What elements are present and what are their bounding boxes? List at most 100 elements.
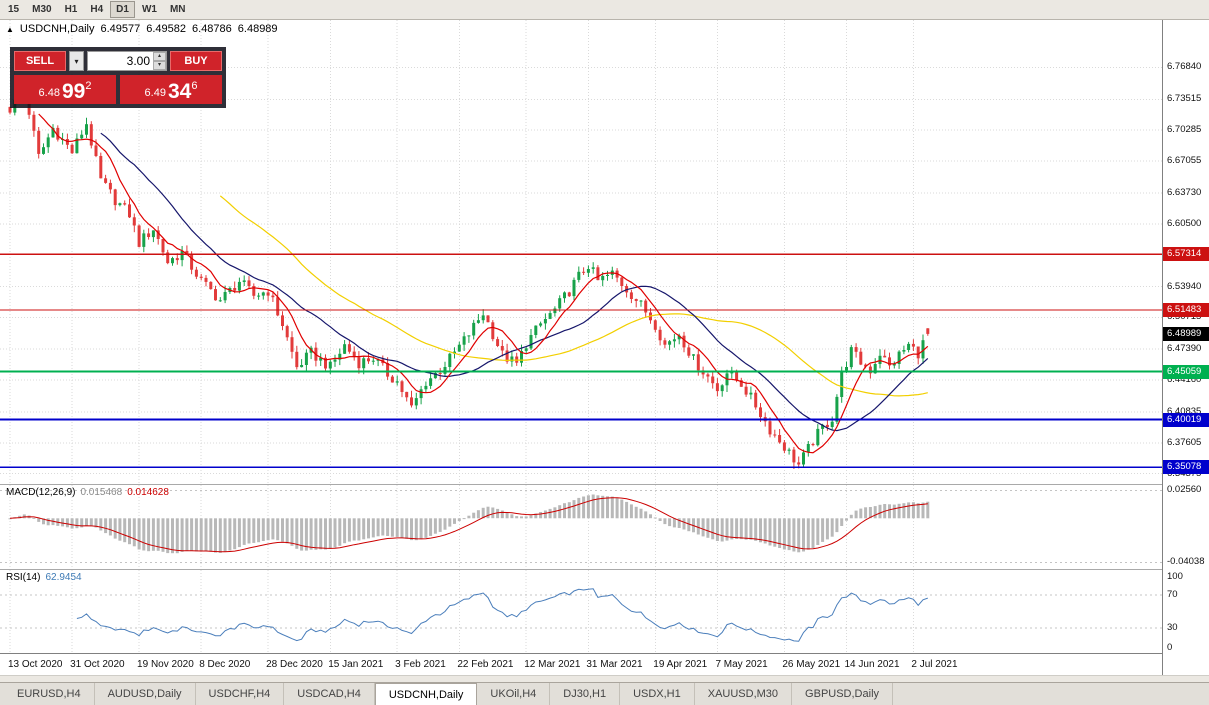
axis-tick-label: 6.76840	[1167, 61, 1202, 73]
sell-price-display[interactable]: 6.48 99 2	[14, 75, 116, 104]
sell-price-big: 99	[61, 80, 86, 103]
tab-ukoil-h4[interactable]: UKOil,H4	[477, 683, 551, 705]
tab-usdchf-h4[interactable]: USDCHF,H4	[196, 683, 285, 705]
date-label: 31 Oct 2020	[70, 659, 125, 670]
chevron-down-icon: ▾	[74, 56, 79, 66]
macd-main-value: 0.015468	[80, 487, 123, 498]
price-tag: 6.45059	[1163, 364, 1209, 379]
tab-usdx-h1[interactable]: USDX,H1	[620, 683, 695, 705]
timeframe-button-w1[interactable]: W1	[135, 1, 163, 18]
axis-tick-label: 30	[1167, 622, 1178, 634]
axis-tick-label: 0.02560	[1167, 484, 1202, 496]
tab-xauusd-m30[interactable]: XAUUSD,M30	[695, 683, 793, 705]
date-label: 19 Nov 2020	[137, 659, 194, 670]
macd-signal-value: 0.014628	[127, 487, 169, 498]
axis-tick-label: 6.67055	[1167, 155, 1202, 167]
date-label: 2 Jul 2021	[911, 659, 958, 670]
axis-tick-label: 6.47390	[1167, 343, 1202, 355]
collapse-triangle-icon[interactable]: ▲	[6, 24, 14, 34]
date-label: 3 Feb 2021	[395, 659, 446, 670]
macd-name: MACD(12,26,9)	[6, 487, 76, 498]
date-label: 28 Dec 2020	[266, 659, 323, 670]
volume-increase-button[interactable]: ▴	[153, 52, 166, 61]
timeframe-button-d1[interactable]: D1	[110, 1, 135, 18]
tab-audusd-daily[interactable]: AUDUSD,Daily	[95, 683, 196, 705]
date-label: 15 Jan 2021	[328, 659, 384, 670]
date-label: 14 Jun 2021	[844, 659, 900, 670]
rsi-pane[interactable]: RSI(14) 62.9454	[0, 570, 1162, 653]
volume-stepper: ▴ ▾	[153, 52, 166, 70]
axis-tick-label: 100	[1167, 571, 1183, 582]
buy-price-sup: 6	[191, 80, 198, 92]
rsi-value: 62.9454	[45, 572, 82, 583]
axis-tick-label: -0.04038	[1167, 556, 1205, 568]
buy-price-display[interactable]: 6.49 34 6	[120, 75, 222, 104]
price-tag: 6.48989	[1163, 326, 1209, 341]
rsi-name: RSI(14)	[6, 572, 41, 583]
date-label: 12 Mar 2021	[524, 659, 581, 670]
pane-separator[interactable]	[0, 569, 1162, 570]
timeframe-button-h1[interactable]: H1	[58, 1, 84, 18]
macd-label: MACD(12,26,9) 0.015468 0.014628	[6, 487, 169, 498]
pane-separator[interactable]	[0, 484, 1162, 485]
macd-canvas[interactable]	[0, 485, 1162, 569]
volume-decrease-button[interactable]: ▾	[153, 61, 166, 70]
buy-button[interactable]: BUY	[170, 51, 222, 71]
date-label: 19 Apr 2021	[653, 659, 708, 670]
timeframe-button-15[interactable]: 15	[2, 1, 26, 18]
timeframe-toolbar: 15 M30 H1 H4 D1 W1 MN	[0, 0, 1209, 20]
date-label: 13 Oct 2020	[8, 659, 63, 670]
timeframe-button-h4[interactable]: H4	[84, 1, 110, 18]
axis-tick-label: 6.70285	[1167, 124, 1202, 136]
chart-low-value: 6.48786	[192, 23, 232, 35]
axis-tick-label: 6.53940	[1167, 280, 1202, 292]
time-axis[interactable]: 13 Oct 2020 31 Oct 2020 19 Nov 2020 8 Dec 2…	[0, 653, 1162, 675]
axis-tick-label: 0	[1167, 642, 1173, 653]
price-tag: 6.40019	[1163, 412, 1209, 427]
chart-tabs: EURUSD,H4 AUDUSD,Daily USDCHF,H4 USDCAD,H4 U…	[0, 682, 1209, 705]
status-strip	[0, 675, 1209, 682]
chart-panes: ▲ USDCNH,Daily 6.49577 6.49582 6.48786 6…	[0, 20, 1162, 675]
date-label: 26 May 2021	[782, 659, 841, 670]
timeframe-button-mn[interactable]: MN	[163, 1, 192, 18]
date-label: 7 May 2021	[715, 659, 768, 670]
volume-field: ▴ ▾	[87, 51, 167, 71]
tab-usdcnh-daily[interactable]: USDCNH,Daily	[374, 683, 478, 705]
rsi-canvas[interactable]	[0, 570, 1162, 653]
one-click-trading-panel: SELL ▾ ▴ ▾ BUY	[10, 47, 226, 108]
date-label: 8 Dec 2020	[199, 659, 251, 670]
chart-workspace: ▲ USDCNH,Daily 6.49577 6.49582 6.48786 6…	[0, 20, 1209, 675]
price-axis[interactable]: 6.76840 6.73515 6.70285 6.67055 6.63730 6.605…	[1162, 20, 1209, 675]
tab-usdcad-h4[interactable]: USDCAD,H4	[284, 683, 375, 705]
date-label: 22 Feb 2021	[457, 659, 514, 670]
axis-tick-label: 6.60500	[1167, 217, 1202, 229]
chart-high-value: 6.49582	[146, 23, 187, 35]
tab-dj30-h1[interactable]: DJ30,H1	[550, 683, 621, 705]
sell-price-small: 6.48	[38, 87, 60, 99]
volume-dropdown[interactable]: ▾	[69, 51, 84, 71]
chart-header: ▲ USDCNH,Daily 6.49577 6.49582 6.48786 6…	[6, 23, 278, 35]
price-tag: 6.51483	[1163, 303, 1209, 318]
timeframe-button-m30[interactable]: M30	[26, 1, 58, 18]
price-chart-pane[interactable]: ▲ USDCNH,Daily 6.49577 6.49582 6.48786 6…	[0, 20, 1162, 484]
chart-symbol-label: USDCNH,Daily	[19, 23, 95, 35]
axis-tick-label: 6.40835	[1167, 405, 1202, 417]
axis-tick-label: 70	[1167, 588, 1178, 600]
tab-eurusd-h4[interactable]: EURUSD,H4	[4, 683, 95, 705]
sell-price-sup: 2	[85, 80, 92, 92]
price-chart-canvas[interactable]	[0, 20, 1162, 484]
buy-price-small: 6.49	[144, 87, 166, 99]
buy-price-big: 34	[167, 80, 192, 103]
price-tag: 6.57314	[1163, 247, 1209, 262]
volume-input[interactable]	[88, 52, 166, 70]
axis-tick-label: 6.63730	[1167, 186, 1202, 198]
axis-tick-label: 6.73515	[1167, 93, 1202, 105]
tab-gbpusd-daily[interactable]: GBPUSD,Daily	[792, 683, 894, 705]
axis-tick-label: 6.44160	[1167, 374, 1202, 386]
chart-open-value: 6.49577	[100, 23, 141, 35]
macd-pane[interactable]: MACD(12,26,9) 0.015468 0.014628	[0, 485, 1162, 569]
chart-close-value: 6.48989	[237, 23, 278, 35]
axis-tick-label: 6.37605	[1167, 436, 1202, 448]
sell-button[interactable]: SELL	[14, 51, 66, 71]
